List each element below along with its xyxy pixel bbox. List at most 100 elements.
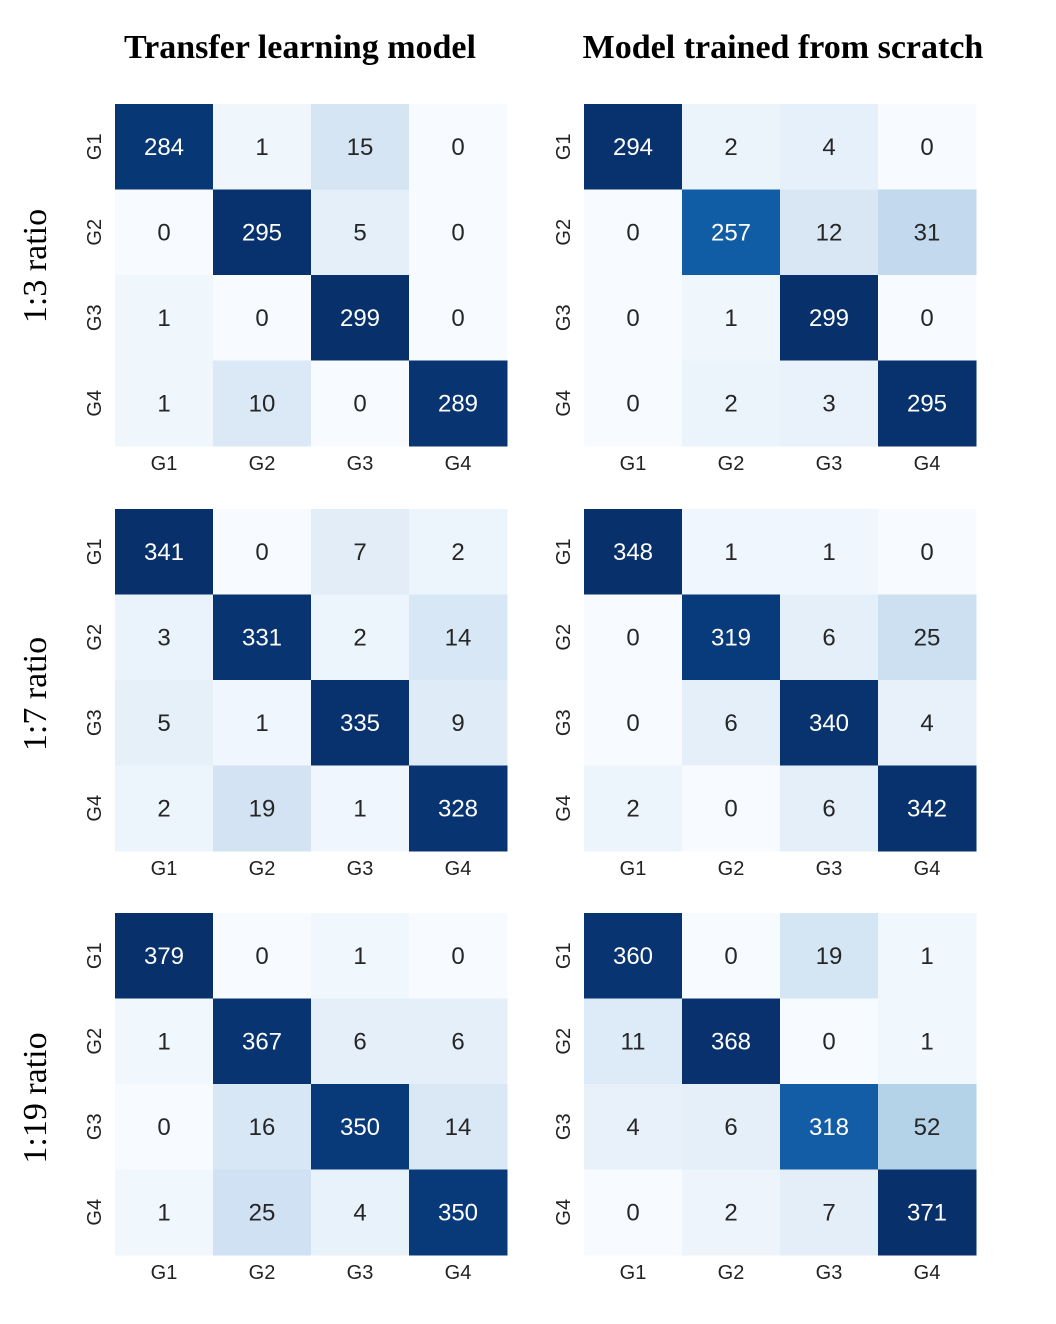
y-tick-label: G2	[553, 1028, 575, 1055]
cell-value-label: 0	[626, 390, 639, 417]
heatmap-cell	[878, 913, 977, 999]
heatmap-cell	[584, 275, 683, 361]
cell-value-label: 4	[626, 1114, 639, 1141]
cell-value-label: 1	[724, 539, 737, 566]
y-tick-label: G4	[84, 390, 106, 417]
cell-value-label: 350	[340, 1114, 380, 1141]
heatmap-cell	[878, 1084, 977, 1170]
heatmap-cell	[311, 189, 410, 276]
cell-value-label: 1	[353, 943, 366, 970]
cell-value-label: 341	[144, 539, 184, 566]
heatmap-cell	[682, 680, 781, 766]
x-tick-label: G4	[445, 858, 472, 880]
heatmap-cell	[682, 1084, 781, 1170]
cell-value-label: 14	[445, 1114, 472, 1141]
heatmap-cell	[584, 509, 683, 595]
cell-value-label: 2	[157, 795, 170, 822]
y-tick-label: G1	[553, 133, 575, 160]
x-tick-label: G4	[445, 453, 472, 475]
x-tick-label: G2	[718, 1262, 745, 1284]
cell-value-label: 0	[920, 134, 933, 161]
heatmap-cell	[409, 594, 508, 681]
heatmap-cell	[878, 594, 977, 681]
x-tick-label: G1	[620, 453, 647, 475]
cell-value-label: 0	[626, 624, 639, 651]
heatmap-cell	[780, 1084, 879, 1170]
heatmap-cell	[878, 998, 977, 1085]
heatmap-cell	[213, 998, 312, 1085]
cell-value-label: 6	[451, 1028, 464, 1055]
cell-value-label: 16	[249, 1114, 276, 1141]
y-tick-label: G4	[84, 1199, 106, 1226]
cell-value-label: 1	[822, 539, 835, 566]
heatmap-cell	[213, 913, 312, 999]
y-tick-label: G3	[84, 1113, 106, 1140]
heatmap-cell	[115, 104, 214, 190]
y-tick-label: G4	[553, 390, 575, 417]
cell-value-label: 289	[438, 390, 478, 417]
heatmap-cell	[311, 1084, 410, 1170]
cell-value-label: 0	[920, 305, 933, 332]
heatmap-cell	[878, 275, 977, 361]
cell-value-label: 360	[613, 943, 653, 970]
cell-value-label: 0	[724, 795, 737, 822]
cell-value-label: 14	[445, 624, 472, 651]
x-tick-label: G2	[249, 453, 276, 475]
x-tick-label: G3	[347, 858, 374, 880]
y-tick-label: G4	[84, 795, 106, 822]
column-title-transfer: Transfer learning model	[124, 29, 476, 66]
cell-value-label: 0	[451, 219, 464, 246]
y-tick-label: G3	[84, 304, 106, 331]
cell-value-label: 2	[724, 134, 737, 161]
cell-value-label: 6	[822, 624, 835, 651]
row-title-1-7: 1:7 ratio	[17, 637, 54, 751]
cell-value-label: 4	[353, 1199, 366, 1226]
cell-value-label: 11	[621, 1028, 646, 1055]
heatmap-cell	[584, 189, 683, 276]
cell-value-label: 295	[242, 219, 282, 246]
y-tick-label: G3	[553, 304, 575, 331]
y-tick-label: G2	[553, 624, 575, 651]
heatmap-panel: 294 2 4 0 0 257 12 31 0 1 299 0 0 2 3 295 G1 G2 G3 G4 G1 G2 G3…	[553, 104, 977, 475]
heatmap-cell	[780, 765, 879, 852]
cell-value-label: 1	[157, 1028, 170, 1055]
x-tick-label: G3	[347, 453, 374, 475]
heatmap-cell	[409, 360, 508, 447]
x-tick-label: G3	[816, 1262, 843, 1284]
cell-value-label: 0	[451, 943, 464, 970]
cell-value-label: 12	[816, 219, 843, 246]
cell-value-label: 1	[157, 390, 170, 417]
heatmap-cell	[584, 594, 683, 681]
heatmap-cell	[780, 913, 879, 999]
heatmap-cell	[115, 1169, 214, 1256]
heatmap-cell	[584, 765, 683, 852]
heatmap-cell	[311, 1169, 410, 1256]
cell-value-label: 1	[157, 305, 170, 332]
cell-value-label: 25	[914, 624, 941, 651]
cell-value-label: 335	[340, 710, 380, 737]
heatmap-cell	[115, 509, 214, 595]
heatmap-cell	[213, 360, 312, 447]
heatmap-cell	[878, 680, 977, 766]
y-tick-label: G1	[84, 133, 106, 160]
cell-value-label: 340	[809, 710, 849, 737]
cell-value-label: 4	[822, 134, 835, 161]
heatmap-cell	[311, 104, 410, 190]
cell-value-label: 257	[711, 219, 751, 246]
heatmap-cell	[409, 1169, 508, 1256]
heatmap-cell	[409, 913, 508, 999]
cell-value-label: 0	[626, 219, 639, 246]
heatmap-cell	[682, 998, 781, 1085]
cell-value-label: 299	[809, 305, 849, 332]
heatmap-cell	[311, 765, 410, 852]
heatmap-cell	[682, 509, 781, 595]
heatmap-cell	[584, 680, 683, 766]
cell-value-label: 2	[724, 390, 737, 417]
cell-value-label: 0	[451, 134, 464, 161]
heatmap-cell	[780, 104, 879, 190]
cell-value-label: 299	[340, 305, 380, 332]
heatmap-cell	[311, 594, 410, 681]
cell-value-label: 0	[626, 1199, 639, 1226]
